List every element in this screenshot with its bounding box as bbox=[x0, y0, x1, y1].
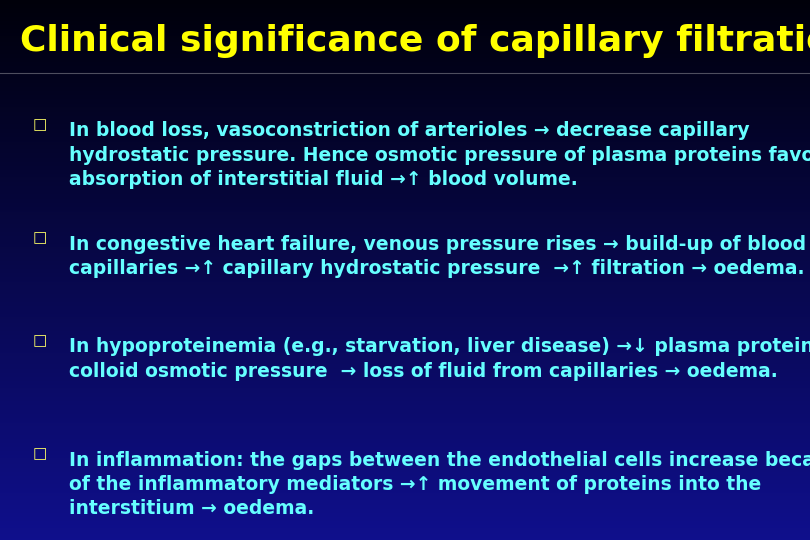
Text: In congestive heart failure, venous pressure rises → build-up of blood in
capill: In congestive heart failure, venous pres… bbox=[69, 235, 810, 278]
Text: □: □ bbox=[32, 231, 47, 246]
Text: In inflammation: the gaps between the endothelial cells increase because
of the : In inflammation: the gaps between the en… bbox=[69, 451, 810, 518]
Text: In hypoproteinemia (e.g., starvation, liver disease) →↓ plasma protein
colloid o: In hypoproteinemia (e.g., starvation, li… bbox=[69, 338, 810, 381]
Text: In blood loss, vasoconstriction of arterioles → decrease capillary
hydrostatic p: In blood loss, vasoconstriction of arter… bbox=[69, 122, 810, 189]
Text: Clinical significance of capillary filtration: Clinical significance of capillary filtr… bbox=[20, 24, 810, 58]
Text: □: □ bbox=[32, 117, 47, 132]
Text: □: □ bbox=[32, 447, 47, 462]
Text: □: □ bbox=[32, 333, 47, 348]
